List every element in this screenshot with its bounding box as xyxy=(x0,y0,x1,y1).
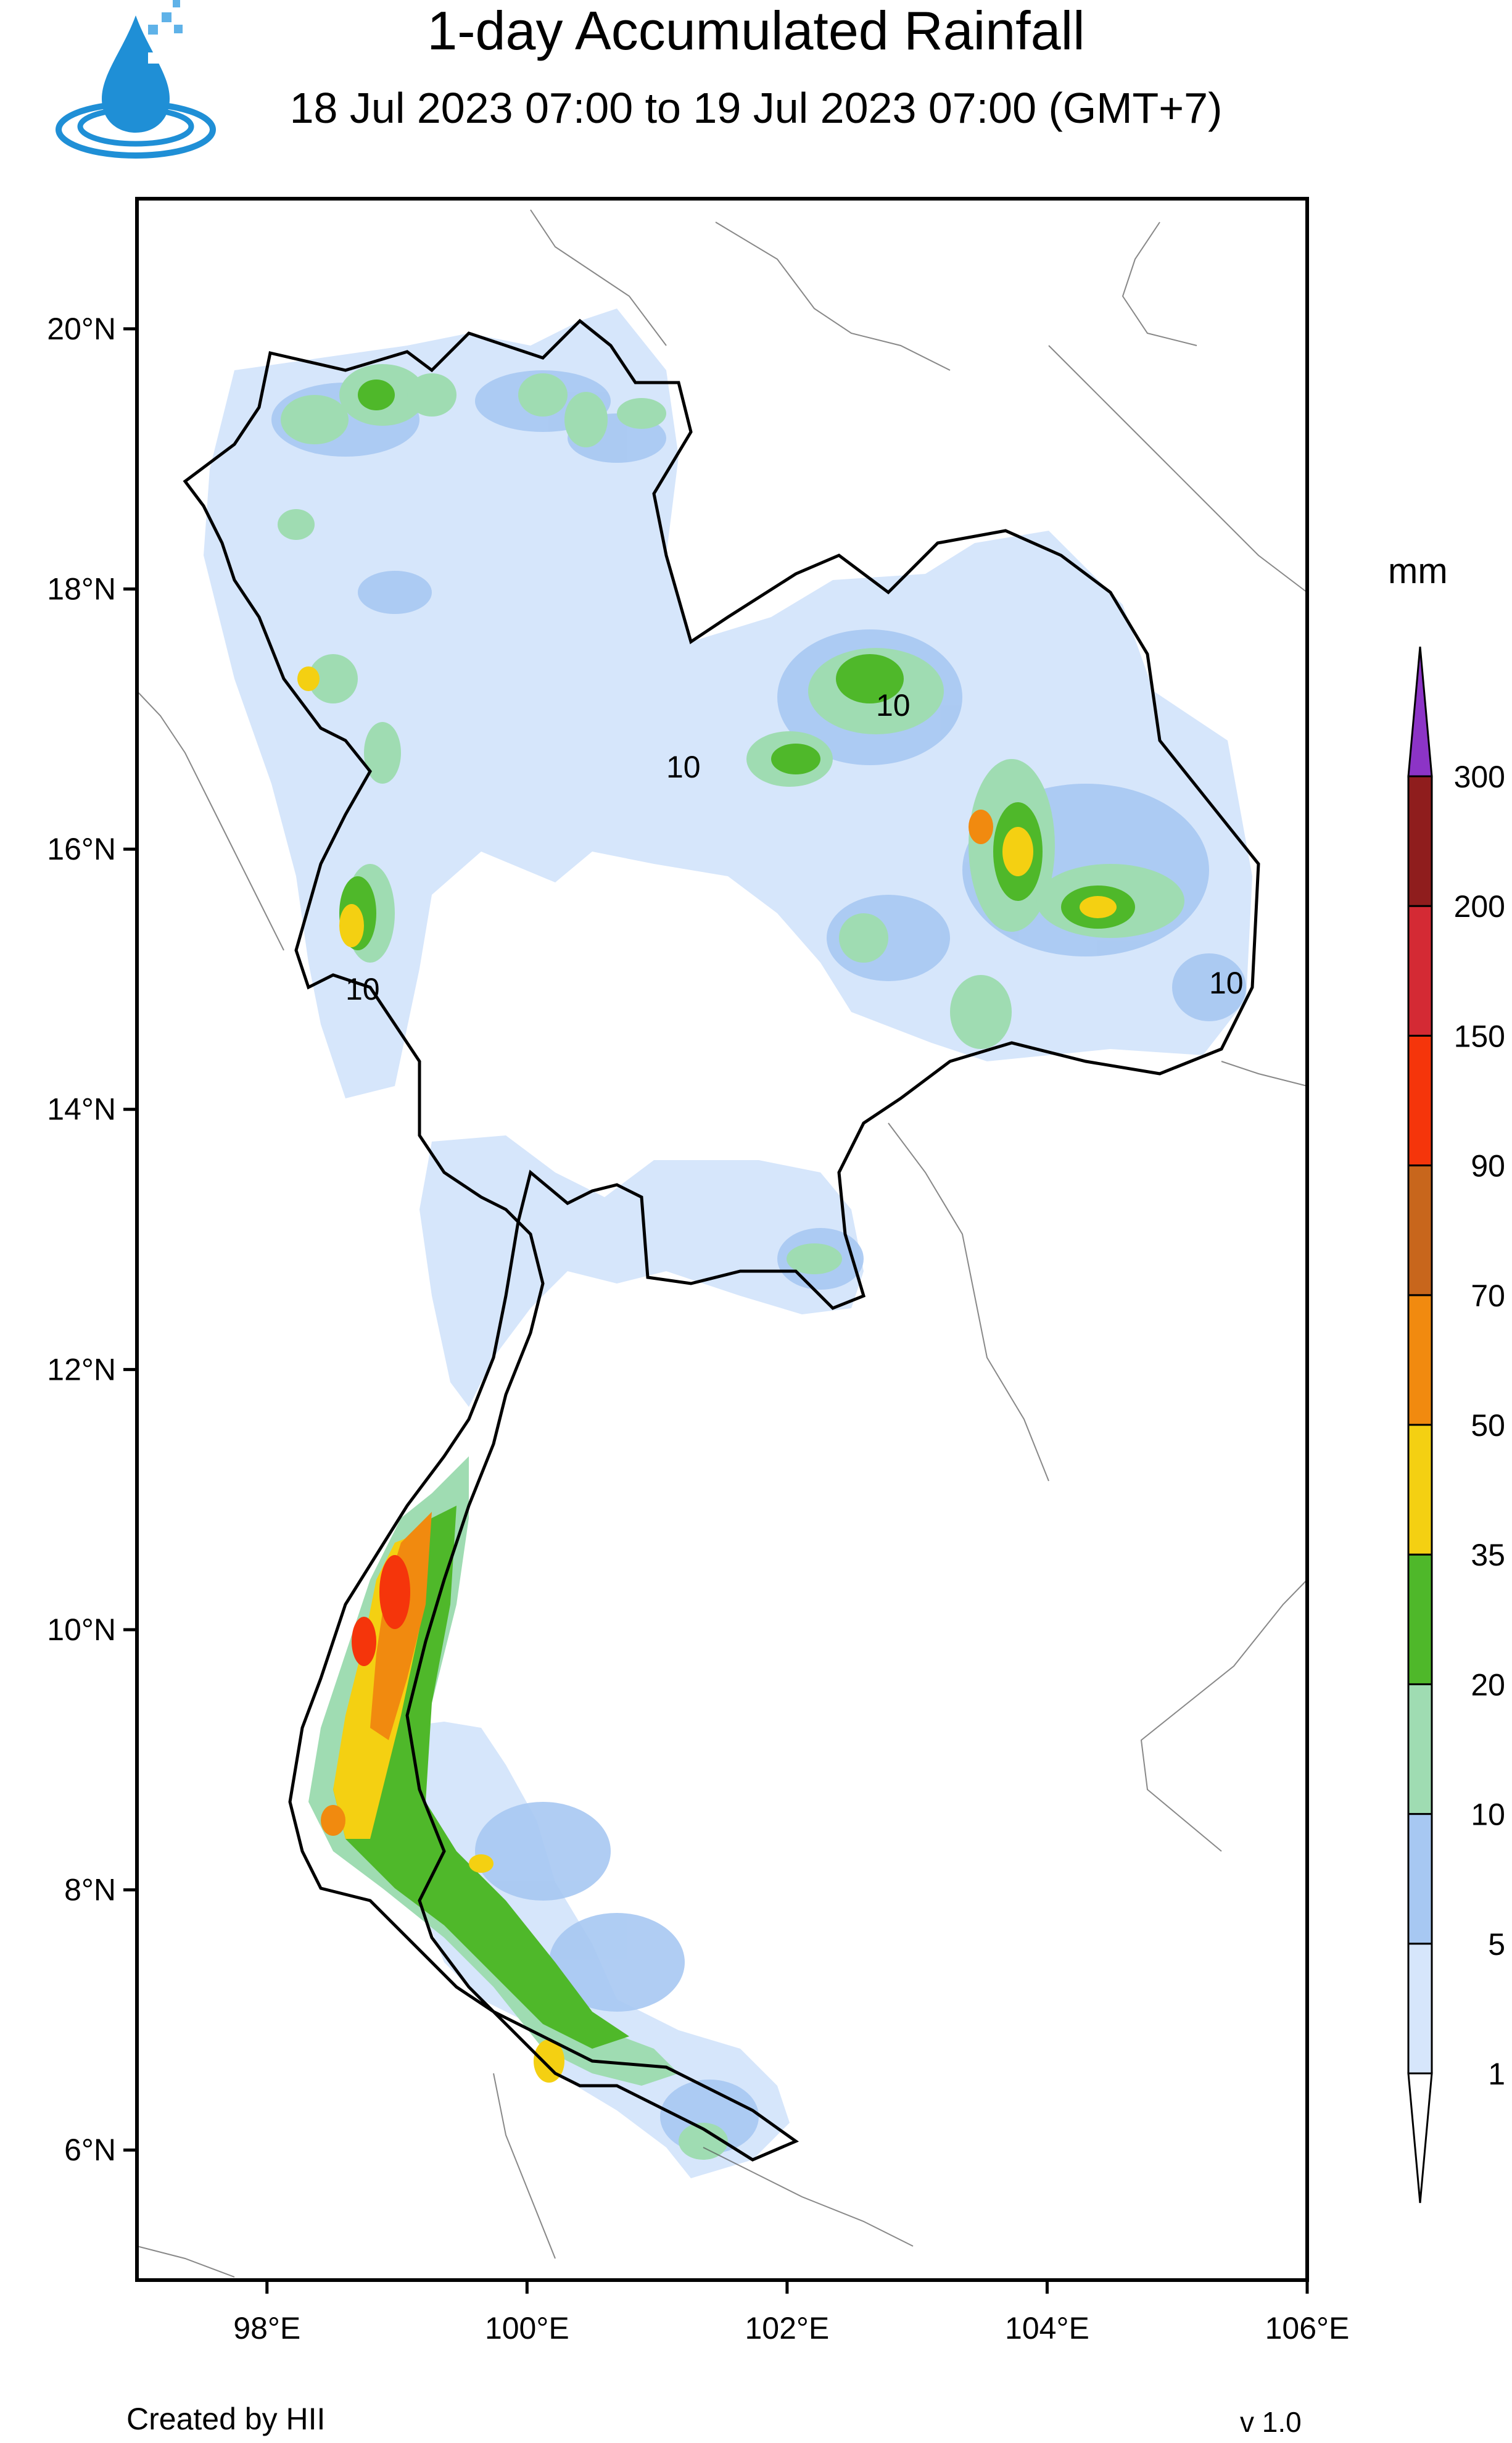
map-frame xyxy=(135,197,1309,2282)
colorbar-level-label: 20 xyxy=(1471,1667,1505,1702)
version-text: v 1.0 xyxy=(1240,2406,1302,2438)
lat-tick-label: 6°N xyxy=(64,2133,116,2167)
colorbar-level-label: 150 xyxy=(1454,1019,1505,1053)
colorbar-level-label: 1 xyxy=(1488,2057,1505,2091)
lat-tick-label: 8°N xyxy=(64,1873,116,1907)
lat-tick-label: 14°N xyxy=(47,1092,116,1127)
map-title: 1-day Accumulated Rainfall xyxy=(427,0,1085,61)
colorbar: mm 1 5 10 20 35 50 70 90 150 200 300 xyxy=(1388,551,1505,2204)
colorbar-level-label: 300 xyxy=(1454,760,1505,794)
map-plot-area: 10 10 10 10 xyxy=(135,197,1309,2282)
water-drop-logo-icon xyxy=(56,0,216,159)
credit-text: Created by HII xyxy=(126,2402,326,2436)
lat-tick-label: 10°N xyxy=(47,1612,116,1647)
latitude-axis: 20°N 18°N 16°N 14°N 12°N 10°N 8°N 6°N xyxy=(47,312,137,2167)
colorbar-segment xyxy=(1407,1164,1433,1296)
colorbar-segment xyxy=(1407,1813,1433,1945)
lon-tick-label: 100°E xyxy=(485,2311,569,2346)
lon-tick-label: 106°E xyxy=(1265,2311,1350,2346)
lat-tick-label: 18°N xyxy=(47,571,116,606)
colorbar-segment xyxy=(1407,1943,1433,2075)
colorbar-bottom-arrow xyxy=(1407,2072,1433,2204)
colorbar-level-label: 70 xyxy=(1471,1279,1505,1313)
colorbar-segment xyxy=(1407,775,1433,907)
colorbar-top-arrow xyxy=(1407,646,1433,778)
lon-tick-label: 102°E xyxy=(745,2311,829,2346)
lon-tick-label: 98°E xyxy=(233,2311,300,2346)
colorbar-segment xyxy=(1407,1294,1433,1426)
contour-label: 10 xyxy=(1209,966,1244,1000)
lat-tick-label: 16°N xyxy=(47,832,116,866)
contour-label: 10 xyxy=(666,750,701,784)
colorbar-segment xyxy=(1407,1553,1433,1685)
lon-tick-label: 104°E xyxy=(1005,2311,1089,2346)
colorbar-segment xyxy=(1407,1683,1433,1815)
colorbar-segment xyxy=(1407,1424,1433,1556)
colorbar-segment xyxy=(1407,905,1433,1037)
thailand-border xyxy=(183,318,1260,2162)
lat-tick-label: 12°N xyxy=(47,1352,116,1387)
contour-label: 10 xyxy=(345,972,380,1006)
lat-tick-label: 20°N xyxy=(47,312,116,346)
colorbar-level-label: 200 xyxy=(1454,889,1505,924)
colorbar-level-label: 50 xyxy=(1471,1408,1505,1443)
map-subtitle: 18 Jul 2023 07:00 to 19 Jul 2023 07:00 (… xyxy=(289,84,1223,132)
neighbour-boundaries xyxy=(136,209,1308,2278)
colorbar-segment xyxy=(1407,1034,1433,1167)
colorbar-level-label: 5 xyxy=(1488,1927,1505,1962)
colorbar-level-label: 10 xyxy=(1471,1798,1505,1832)
rain-layer-90-150mm xyxy=(352,1555,410,1666)
longitude-axis: 98°E 100°E 102°E 104°E 106°E xyxy=(233,2280,1349,2346)
colorbar-unit: mm xyxy=(1388,551,1448,591)
rain-layer-50-70mm xyxy=(321,810,993,1836)
contour-label: 10 xyxy=(876,688,911,723)
colorbar-level-label: 35 xyxy=(1471,1538,1505,1572)
colorbar-level-label: 90 xyxy=(1471,1149,1505,1184)
